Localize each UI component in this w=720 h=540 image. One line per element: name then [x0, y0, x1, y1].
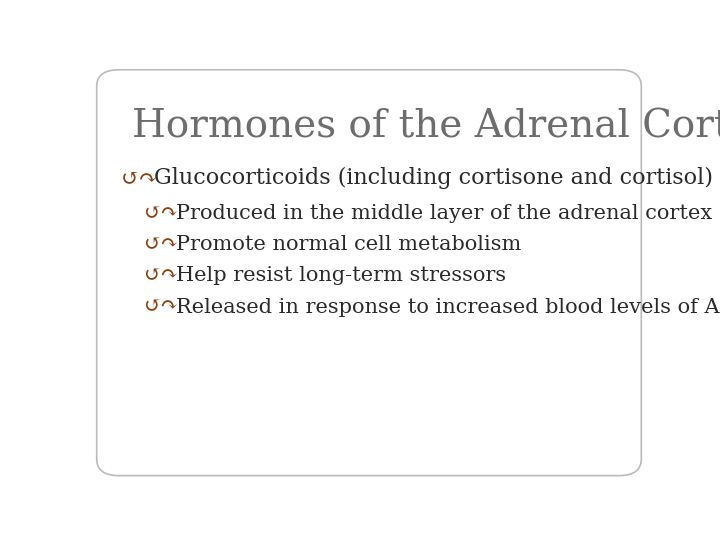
FancyBboxPatch shape — [96, 70, 642, 476]
Text: ↺↷: ↺↷ — [121, 167, 158, 188]
Text: Glucocorticoids (including cortisone and cortisol): Glucocorticoids (including cortisone and… — [154, 167, 714, 189]
Text: Released in response to increased blood levels of ACTH: Released in response to increased blood … — [176, 298, 720, 316]
Text: Hormones of the Adrenal Cortex: Hormones of the Adrenal Cortex — [132, 109, 720, 145]
Text: ↺↷: ↺↷ — [143, 204, 178, 223]
Text: ↺↷: ↺↷ — [143, 298, 178, 316]
Text: ↺↷: ↺↷ — [143, 235, 178, 254]
Text: Produced in the middle layer of the adrenal cortex: Produced in the middle layer of the adre… — [176, 204, 713, 223]
Text: Help resist long-term stressors: Help resist long-term stressors — [176, 266, 507, 286]
Text: ↺↷: ↺↷ — [143, 266, 178, 286]
Text: Promote normal cell metabolism: Promote normal cell metabolism — [176, 235, 522, 254]
